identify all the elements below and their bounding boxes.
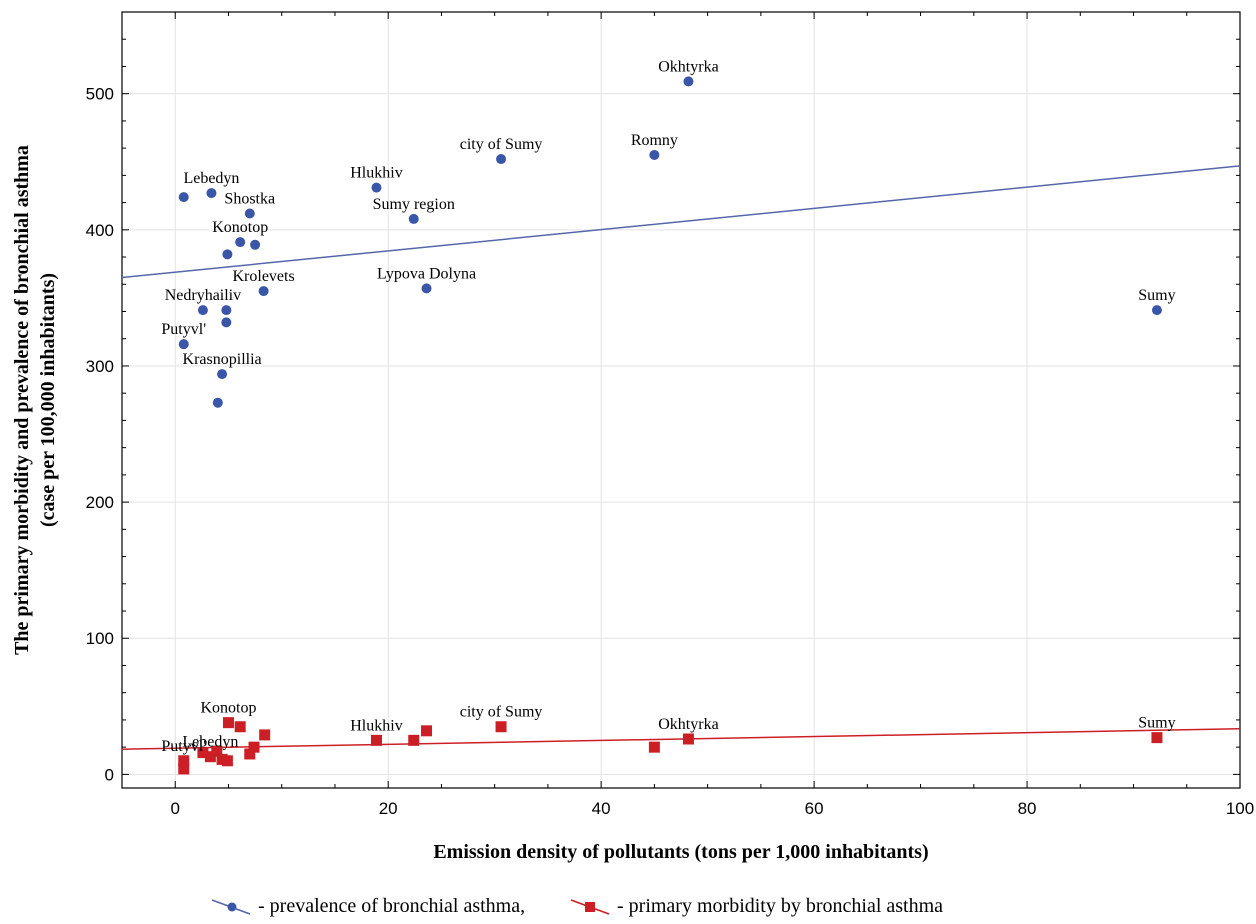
prevalence-trend-line [121,165,1241,279]
morbidity-point [259,729,271,741]
morbidity-point-label: Lebedyn [182,734,238,751]
prevalence-point [212,397,223,408]
prevalence-point [206,188,217,199]
prevalence-point-label: Lebedyn [183,170,239,187]
y-tick-label: 0 [105,765,114,784]
x-tick-label: 0 [171,799,180,818]
prevalence-point [222,249,233,260]
prevalence-point-label: city of Sumy [460,136,543,153]
morbidity-point-label: Konotop [200,700,256,717]
morbidity-point [682,733,694,745]
y-tick-label: 300 [86,357,114,376]
trend-lines [121,165,1241,750]
morbidity-point [204,751,216,763]
morbidity-point [244,748,256,760]
prevalence-point-label: Putyvl' [161,321,206,338]
data-points [178,76,1163,775]
morbidity-point [221,755,233,767]
prevalence-point [221,305,232,316]
morbidity-point-label: Okhtyrka [658,716,718,733]
prevalence-point [371,182,382,193]
prevalence-point-label: Okhtyrka [658,58,718,75]
prevalence-point [1151,305,1162,316]
prevalence-point-label: Sumy region [373,196,455,213]
morbidity-point [234,721,246,733]
y-tick-label: 200 [86,493,114,512]
x-tick-label: 20 [379,799,398,818]
legend-prevalence-icon [211,899,251,915]
prevalence-point [235,237,246,248]
morbidity-point [1151,732,1163,744]
prevalence-point [178,192,189,203]
x-tick-label: 40 [592,799,611,818]
legend: - prevalence of bronchial asthma, - prim… [211,895,943,917]
prevalence-point [250,239,261,250]
morbidity-point [222,717,234,729]
prevalence-point-label: Shostka [224,190,275,207]
prevalence-point [221,317,232,328]
y-tick-label: 400 [86,221,114,240]
legend-prevalence-label: - prevalence of bronchial asthma, [258,895,525,917]
prevalence-point [408,213,419,224]
x-tick-label: 80 [1018,799,1037,818]
morbidity-point [421,725,433,737]
prevalence-point-label: Hlukhiv [350,165,402,182]
legend-morbidity-icon [570,899,610,915]
prevalence-point [496,154,507,165]
point-labels: Okhtyrka Romny city of Sumy Hlukhiv Sumy reg… [161,58,1175,754]
prevalence-point [217,369,228,380]
morbidity-point-label: Putyvl' [161,738,206,755]
morbidity-point-label: Hlukhiv [350,717,402,734]
legend-morbidity-label: - primary morbidity by bronchial asthma [617,895,943,917]
morbidity-point [370,734,382,746]
x-axis-title: Emission density of pollutants (tons per… [433,841,928,863]
prevalence-point [244,208,255,219]
prevalence-point-label: Krasnopillia [183,351,262,368]
prevalence-point-label: Sumy [1138,287,1175,304]
morbidity-point-label: Sumy [1138,715,1175,732]
morbidity-point [178,755,190,767]
grid-lines [122,12,1241,788]
morbidity-point [495,721,507,733]
y-tick-label: 100 [86,629,114,648]
prevalence-point-label: Romny [631,132,678,149]
prevalence-point-label: Konotop [212,219,268,236]
prevalence-point [258,286,269,297]
morbidity-point [178,763,190,775]
morbidity-trend-line [121,728,1241,750]
morbidity-point [211,745,223,757]
plot-frame [121,11,1241,789]
x-tick-label: 100 [1226,799,1254,818]
morbidity-point [408,734,420,746]
morbidity-point [248,741,260,753]
prevalence-point-label: Krolevets [233,268,295,285]
morbidity-point-label: city of Sumy [460,704,543,721]
x-tick-label: 60 [805,799,824,818]
prevalence-point [197,305,208,316]
morbidity-point [648,741,660,753]
prevalence-point [421,283,432,294]
axis-ticks: 0 20 40 60 80 100 0 100 200 300 400 500 [86,12,1254,818]
prevalence-point [683,76,694,87]
prevalence-point-label: Nedryhailiv [165,287,241,304]
y-axis-title-line2: (case per 100,000 inhabitants) [37,273,59,527]
prevalence-point-label: Lypova Dolyna [377,265,476,282]
prevalence-point [178,339,189,350]
y-axis-title-line1: The primary morbidity and prevalence of … [11,145,33,655]
morbidity-point [197,747,209,759]
y-tick-label: 500 [86,85,114,104]
prevalence-point [649,149,660,160]
